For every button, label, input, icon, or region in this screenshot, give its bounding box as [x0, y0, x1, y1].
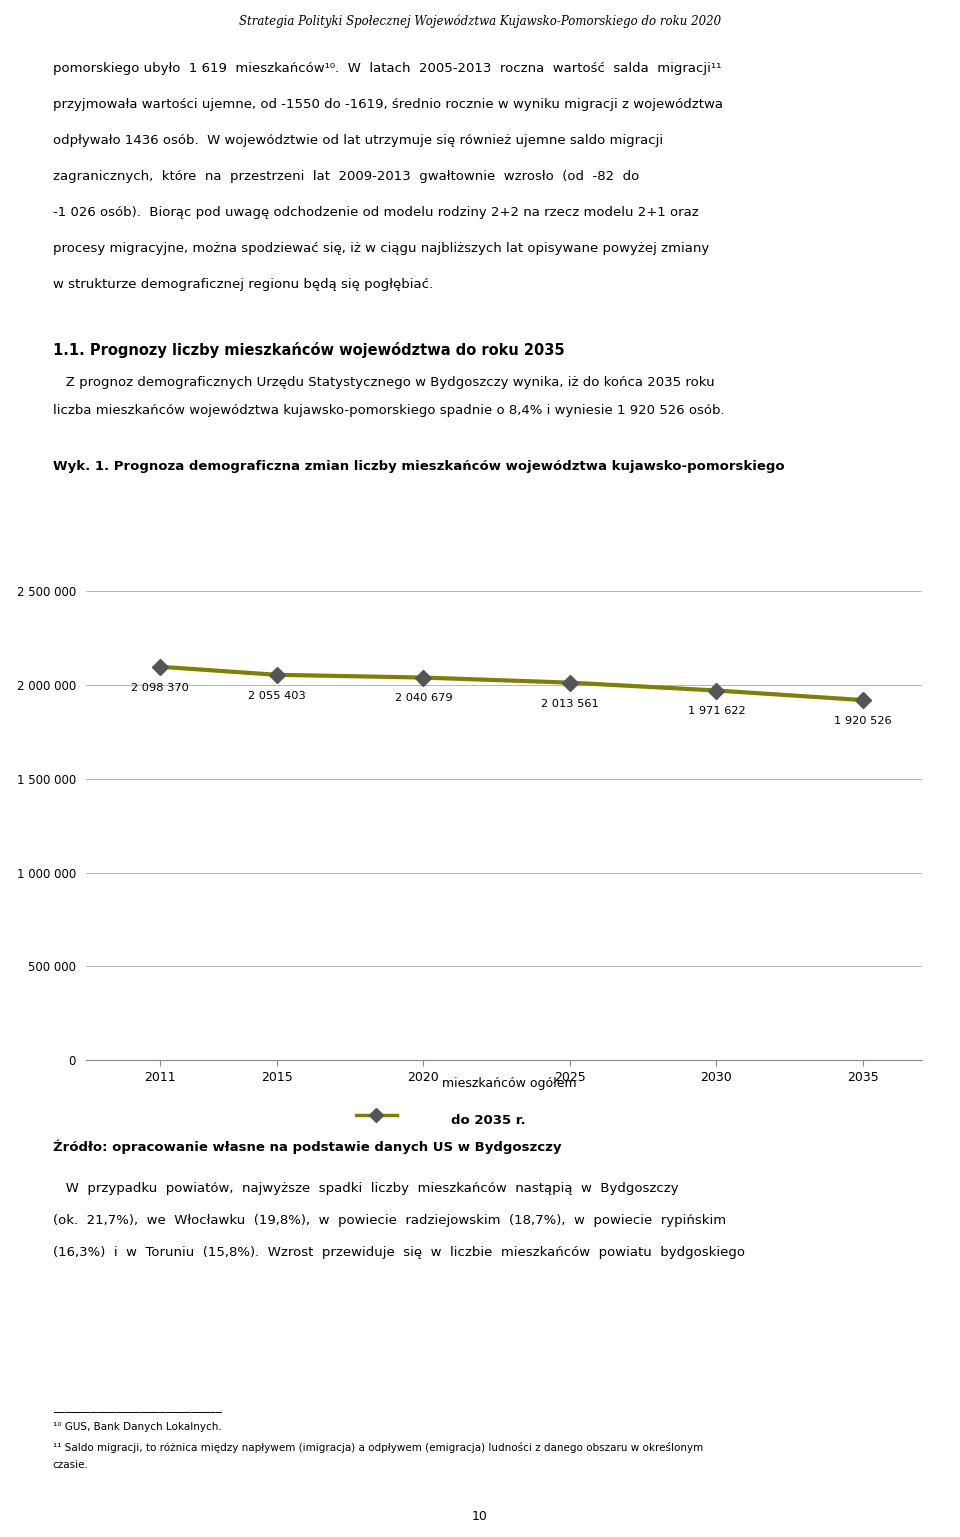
Text: ¹¹ Saldo migracji, to różnica między napływem (imigracja) a odpływem (emigracja): ¹¹ Saldo migracji, to różnica między nap…: [53, 1442, 703, 1452]
Text: 1.1. Prognozy liczby mieszkańców województwa do roku 2035: 1.1. Prognozy liczby mieszkańców wojewód…: [53, 343, 564, 358]
Text: mieszkańców ogółem: mieszkańców ogółem: [442, 1077, 576, 1090]
Text: odpływało 1436 osób.  W województwie od lat utrzymuje się również ujemne saldo m: odpływało 1436 osób. W województwie od l…: [53, 134, 663, 148]
Text: 1 971 622: 1 971 622: [687, 707, 745, 716]
Text: Wyk. 1. Prognoza demograficzna zmian liczby mieszkańców województwa kujawsko-pom: Wyk. 1. Prognoza demograficzna zmian lic…: [53, 460, 784, 473]
Text: czasie.: czasie.: [53, 1460, 88, 1469]
Text: procesy migracyjne, można spodziewać się, iż w ciągu najbliższych lat opisywane : procesy migracyjne, można spodziewać się…: [53, 241, 709, 255]
Text: w strukturze demograficznej regionu będą się pogłębiać.: w strukturze demograficznej regionu będą…: [53, 278, 433, 290]
Text: ¹⁰ GUS, Bank Danych Lokalnych.: ¹⁰ GUS, Bank Danych Lokalnych.: [53, 1422, 222, 1432]
Text: Źródło: opracowanie własne na podstawie danych US w Bydgoszczy: Źródło: opracowanie własne na podstawie …: [53, 1140, 562, 1154]
Text: Z prognoz demograficznych Urzędu Statystycznego w Bydgoszczy wynika, iż do końca: Z prognoz demograficznych Urzędu Statyst…: [53, 377, 714, 389]
Text: Strategia Polityki Społecznej Województwa Kujawsko-Pomorskiego do roku 2020: Strategia Polityki Społecznej Województw…: [239, 14, 721, 28]
Text: -1 026 osób).  Biorąc pod uwagę odchodzenie od modelu rodziny 2+2 na rzecz model: -1 026 osób). Biorąc pod uwagę odchodzen…: [53, 206, 699, 218]
Text: (16,3%)  i  w  Toruniu  (15,8%).  Wzrost  przewiduje  się  w  liczbie  mieszkańc: (16,3%) i w Toruniu (15,8%). Wzrost prze…: [53, 1247, 745, 1259]
Text: do 2035 r.: do 2035 r.: [451, 1114, 526, 1127]
Text: 2 040 679: 2 040 679: [395, 693, 452, 704]
Text: 2 098 370: 2 098 370: [131, 682, 188, 693]
Text: ___________________________: ___________________________: [53, 1400, 222, 1413]
Text: (ok.  21,7%),  we  Włocławku  (19,8%),  w  powiecie  radziejowskim  (18,7%),  w : (ok. 21,7%), we Włocławku (19,8%), w pow…: [53, 1214, 726, 1227]
Text: przyjmowała wartości ujemne, od -1550 do -1619, średnio rocznie w wyniku migracj: przyjmowała wartości ujemne, od -1550 do…: [53, 98, 723, 111]
Text: 2 013 561: 2 013 561: [541, 699, 599, 709]
Text: 1 920 526: 1 920 526: [834, 716, 892, 725]
Text: W  przypadku  powiatów,  najwyższe  spadki  liczby  mieszkańców  nastąpią  w  By: W przypadku powiatów, najwyższe spadki l…: [53, 1182, 679, 1194]
Text: liczba mieszkańców województwa kujawsko-pomorskiego spadnie o 8,4% i wyniesie 1 : liczba mieszkańców województwa kujawsko-…: [53, 404, 725, 417]
Text: pomorskiego ubyło  1 619  mieszkańców¹⁰.  W  latach  2005-2013  roczna  wartość : pomorskiego ubyło 1 619 mieszkańców¹⁰. W…: [53, 61, 721, 75]
Text: zagranicznych,  które  na  przestrzeni  lat  2009-2013  gwałtownie  wzrosło  (od: zagranicznych, które na przestrzeni lat …: [53, 171, 639, 183]
Text: 10: 10: [472, 1509, 488, 1523]
Text: 2 055 403: 2 055 403: [248, 690, 305, 701]
